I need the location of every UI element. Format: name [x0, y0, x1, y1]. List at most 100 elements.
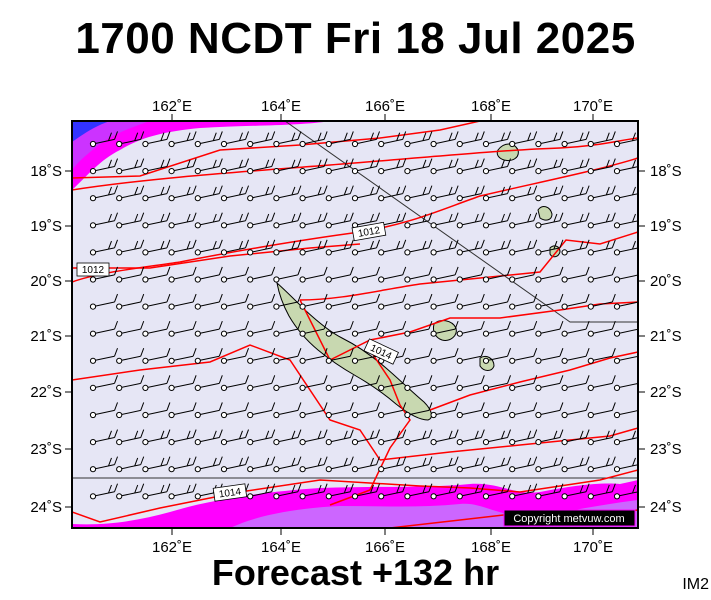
wind-barb-shaft	[119, 464, 141, 470]
wind-barb-shaft	[433, 464, 456, 470]
wind-barb-feather	[297, 158, 302, 167]
wind-barb-feather	[533, 293, 538, 303]
wind-barb-shaft	[459, 491, 482, 497]
wind-barb-station	[613, 466, 621, 473]
wind-barb-station	[456, 140, 463, 148]
wind-barb-feather	[507, 266, 511, 276]
wind-barb-station	[482, 357, 490, 364]
wind-barb-feather	[140, 185, 145, 194]
wind-barb-station	[168, 357, 175, 364]
wind-barb-feather	[265, 186, 270, 196]
wind-barb-feather	[297, 483, 302, 492]
wind-barb-station	[351, 249, 359, 256]
wind-barb-feather	[559, 293, 564, 303]
wind-barb-station	[325, 168, 332, 175]
wind-barb-shaft	[250, 409, 272, 416]
wind-barb-shaft	[485, 437, 508, 443]
wind-barb-shaft	[145, 301, 168, 308]
wind-barb-feather	[271, 131, 276, 140]
wind-barb-station	[509, 466, 516, 473]
wind-barb-feather	[402, 456, 407, 465]
wind-barb-feather	[507, 158, 511, 167]
wind-barb-station	[299, 222, 306, 229]
wind-barb-shaft	[616, 139, 638, 145]
wind-barb-shaft	[512, 437, 534, 443]
wind-barb-shaft	[354, 166, 377, 172]
wind-barb-station	[220, 222, 228, 229]
wind-barb-feather	[507, 212, 511, 221]
wind-barb-feather	[271, 483, 276, 492]
wind-barb-shaft	[459, 274, 482, 280]
wind-barb-feather	[454, 131, 459, 140]
wind-barb-station	[247, 276, 254, 283]
lat-tick-label: 23˚S	[30, 441, 62, 458]
wind-barb-station	[378, 276, 385, 283]
wind-barb-shaft	[197, 301, 220, 308]
vanuatu-island-2	[537, 206, 553, 221]
wind-barb-shaft	[616, 328, 638, 335]
wind-barb-station	[456, 249, 463, 256]
wind-barb-shaft	[119, 138, 141, 145]
wind-barb-shaft	[302, 247, 325, 253]
wind-barb-station	[613, 384, 621, 391]
wind-barb-feather	[402, 266, 407, 276]
wind-barb-feather	[108, 484, 112, 494]
wind-barb-station	[194, 303, 201, 310]
wind-barb-feather	[114, 293, 118, 303]
wind-barb-station	[142, 493, 149, 500]
wind-barb-shaft	[302, 355, 325, 362]
wind-barb-station	[194, 384, 201, 391]
wind-barb-station	[194, 168, 201, 175]
wind-barb-shaft	[223, 247, 246, 253]
wind-barb-feather	[376, 375, 380, 384]
wind-barb-shaft	[171, 193, 194, 199]
wind-barb-feather	[134, 213, 139, 223]
lat-tick-label: 20˚S	[650, 273, 682, 290]
wind-barb-shaft	[485, 409, 508, 416]
wind-barb-feather	[317, 186, 322, 196]
wind-barb-feather	[212, 430, 217, 439]
wind-barb-station	[273, 168, 280, 175]
wind-barb-shaft	[223, 301, 246, 308]
wind-barb-station	[613, 140, 621, 148]
wind-barb-feather	[428, 293, 433, 303]
wind-barb-station	[273, 384, 280, 391]
wind-barb-feather	[218, 239, 223, 249]
wind-barb-shaft	[407, 220, 430, 226]
wind-barb-feather	[218, 158, 223, 167]
wind-barb-feather	[114, 185, 118, 194]
wind-barb-feather	[245, 402, 249, 411]
wind-barb-feather	[212, 213, 217, 223]
wind-barb-feather	[632, 240, 636, 250]
wind-barb-shaft	[302, 409, 325, 416]
isobar-line	[379, 427, 638, 461]
wind-barb-station	[299, 140, 306, 148]
wind-barb-feather	[291, 213, 296, 223]
wind-barb-station	[89, 276, 97, 283]
wind-barb-feather	[160, 430, 165, 439]
wind-barb-station	[456, 330, 463, 337]
wind-barb-shaft	[145, 355, 168, 362]
wind-barb-shaft	[538, 355, 561, 362]
high-wind-area-top	[72, 121, 330, 190]
wind-barb-station	[587, 411, 594, 419]
forecast-hour-label: Forecast +132 hr	[211, 552, 500, 593]
wind-barb-station	[613, 276, 621, 283]
wind-barb-feather	[585, 293, 590, 303]
wind-barb-station	[351, 195, 359, 202]
wind-barb-station	[535, 276, 542, 283]
wind-barb-feather	[192, 483, 197, 492]
wind-barb-feather	[454, 429, 459, 438]
wind-barb-feather	[611, 293, 616, 303]
wind-barb-feather	[212, 132, 217, 141]
wind-barb-feather	[271, 348, 276, 357]
wind-barb-station	[613, 168, 621, 175]
wind-barb-station	[116, 466, 123, 473]
wind-barb-shaft	[459, 464, 482, 470]
wind-barb-station	[482, 330, 490, 337]
wind-barb-feather	[297, 348, 302, 357]
wind-barb-feather	[585, 131, 590, 140]
wind-barb-feather	[559, 266, 564, 276]
wind-barb-feather	[585, 456, 590, 465]
